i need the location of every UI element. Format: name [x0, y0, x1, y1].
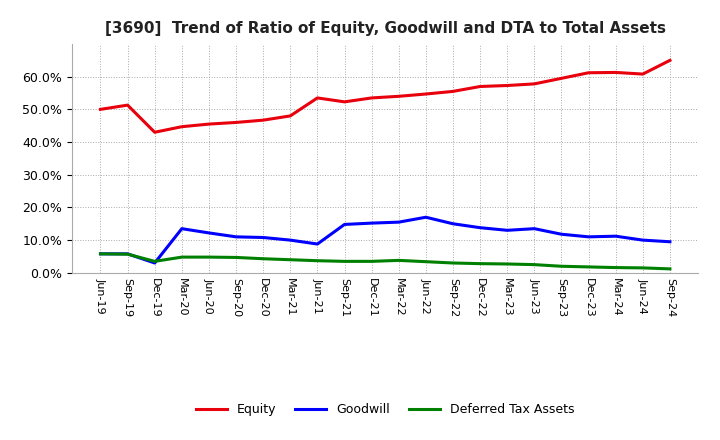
- Deferred Tax Assets: [367, 259, 376, 264]
- Deferred Tax Assets: [476, 261, 485, 266]
- Equity: [639, 71, 647, 77]
- Deferred Tax Assets: [313, 258, 322, 264]
- Deferred Tax Assets: [611, 265, 620, 270]
- Equity: [665, 58, 674, 63]
- Deferred Tax Assets: [341, 259, 349, 264]
- Deferred Tax Assets: [665, 266, 674, 271]
- Deferred Tax Assets: [639, 265, 647, 271]
- Goodwill: [421, 215, 430, 220]
- Equity: [584, 70, 593, 75]
- Deferred Tax Assets: [123, 252, 132, 257]
- Title: [3690]  Trend of Ratio of Equity, Goodwill and DTA to Total Assets: [3690] Trend of Ratio of Equity, Goodwil…: [104, 21, 666, 36]
- Goodwill: [367, 220, 376, 226]
- Deferred Tax Assets: [232, 255, 240, 260]
- Deferred Tax Assets: [584, 264, 593, 270]
- Equity: [557, 76, 566, 81]
- Goodwill: [313, 242, 322, 247]
- Goodwill: [611, 234, 620, 239]
- Goodwill: [503, 227, 511, 233]
- Deferred Tax Assets: [96, 251, 105, 257]
- Goodwill: [557, 231, 566, 237]
- Equity: [96, 107, 105, 112]
- Goodwill: [639, 238, 647, 243]
- Goodwill: [476, 225, 485, 230]
- Goodwill: [150, 260, 159, 266]
- Equity: [123, 103, 132, 108]
- Goodwill: [449, 221, 457, 227]
- Goodwill: [584, 234, 593, 239]
- Goodwill: [178, 226, 186, 231]
- Equity: [150, 130, 159, 135]
- Equity: [204, 121, 213, 127]
- Line: Equity: Equity: [101, 60, 670, 132]
- Equity: [286, 113, 294, 118]
- Equity: [259, 117, 268, 123]
- Goodwill: [665, 239, 674, 244]
- Equity: [449, 89, 457, 94]
- Goodwill: [96, 251, 105, 257]
- Deferred Tax Assets: [259, 256, 268, 261]
- Equity: [421, 92, 430, 97]
- Deferred Tax Assets: [150, 259, 159, 264]
- Equity: [503, 83, 511, 88]
- Equity: [476, 84, 485, 89]
- Deferred Tax Assets: [557, 264, 566, 269]
- Goodwill: [232, 234, 240, 239]
- Deferred Tax Assets: [503, 261, 511, 267]
- Goodwill: [341, 222, 349, 227]
- Equity: [178, 124, 186, 129]
- Equity: [395, 94, 403, 99]
- Deferred Tax Assets: [530, 262, 539, 267]
- Goodwill: [395, 220, 403, 225]
- Deferred Tax Assets: [421, 259, 430, 264]
- Equity: [232, 120, 240, 125]
- Equity: [341, 99, 349, 104]
- Goodwill: [123, 251, 132, 257]
- Legend: Equity, Goodwill, Deferred Tax Assets: Equity, Goodwill, Deferred Tax Assets: [191, 398, 580, 421]
- Deferred Tax Assets: [286, 257, 294, 262]
- Deferred Tax Assets: [178, 254, 186, 260]
- Deferred Tax Assets: [395, 258, 403, 263]
- Goodwill: [286, 238, 294, 243]
- Deferred Tax Assets: [204, 254, 213, 260]
- Line: Deferred Tax Assets: Deferred Tax Assets: [101, 254, 670, 269]
- Equity: [313, 95, 322, 101]
- Equity: [611, 70, 620, 75]
- Goodwill: [259, 235, 268, 240]
- Line: Goodwill: Goodwill: [101, 217, 670, 263]
- Equity: [530, 81, 539, 87]
- Goodwill: [530, 226, 539, 231]
- Goodwill: [204, 230, 213, 235]
- Equity: [367, 95, 376, 101]
- Deferred Tax Assets: [449, 260, 457, 266]
